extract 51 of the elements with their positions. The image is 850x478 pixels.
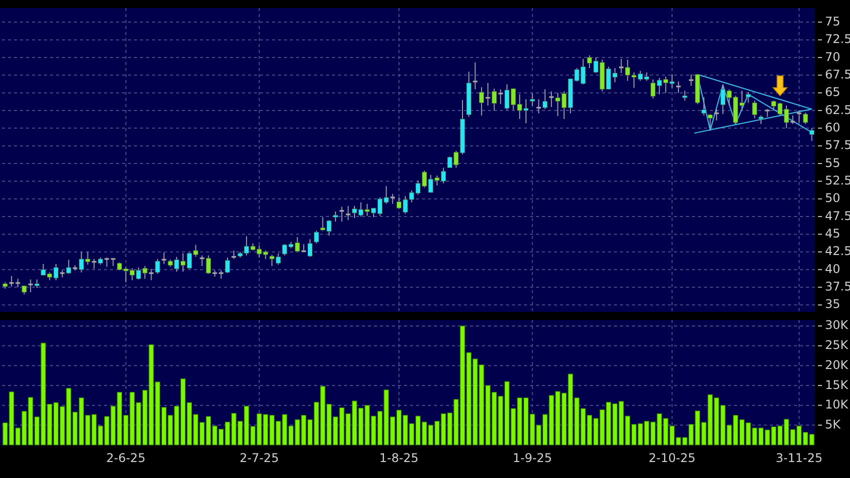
- y-tick-label: 50: [825, 191, 840, 206]
- candlestick: [160, 252, 168, 264]
- candlestick: [675, 81, 682, 94]
- y-tick-label: 70: [825, 50, 840, 64]
- y-tick-label: 45: [825, 226, 840, 241]
- y-tick-label: 65: [825, 85, 840, 100]
- candlestick: [701, 96, 706, 116]
- candlestick: [472, 62, 478, 90]
- candlestick: [809, 128, 814, 142]
- candlestick: [713, 108, 720, 121]
- x-tick-label: 2-6-25: [106, 451, 146, 465]
- candlestick: [796, 110, 802, 124]
- candlestick: [498, 88, 504, 105]
- candlestick: [155, 258, 160, 274]
- candlestick: [332, 211, 338, 222]
- y-tick-label: 20K: [825, 358, 850, 372]
- candlestick: [682, 90, 688, 102]
- y-tick-label: 75: [825, 14, 840, 28]
- y-tick-label: 5K: [825, 417, 842, 432]
- candlestick: [536, 98, 542, 114]
- candlestick: [224, 257, 230, 274]
- candlestick: [484, 82, 491, 106]
- y-tick-label: 25K: [825, 338, 850, 352]
- x-tick-label: 1-8-25: [379, 451, 419, 465]
- candlestick: [91, 258, 98, 270]
- y-tick-label: 10K: [825, 398, 850, 412]
- y-tick-label: 30K: [825, 318, 850, 332]
- candlestick: [314, 230, 319, 244]
- candlestick: [104, 257, 110, 268]
- candlestick: [708, 114, 713, 130]
- candlestick: [548, 90, 554, 108]
- x-tick-label: 2-10-25: [648, 451, 696, 465]
- candlestick: [746, 92, 751, 104]
- candlestick: [618, 58, 624, 74]
- candlestick: [345, 205, 352, 221]
- y-tick-label: 15K: [825, 378, 850, 392]
- candlestick: [27, 278, 34, 293]
- y-tick-label: 40: [825, 262, 840, 276]
- y-tick-label: 55: [825, 156, 840, 170]
- candlestick: [530, 93, 535, 106]
- y-tick-label: 60: [825, 120, 840, 134]
- candlestick: [390, 193, 396, 204]
- y-tick-label: 35: [825, 297, 840, 312]
- candlestick: [198, 254, 206, 267]
- x-tick-label: 3-11-25: [776, 451, 823, 465]
- candlestick: [338, 206, 345, 222]
- candlestick: [752, 100, 758, 119]
- x-tick-label: 2-7-25: [240, 451, 279, 465]
- candlestick: [148, 268, 154, 281]
- x-tick-label: 1-9-25: [512, 451, 552, 465]
- candlestick: [688, 74, 694, 86]
